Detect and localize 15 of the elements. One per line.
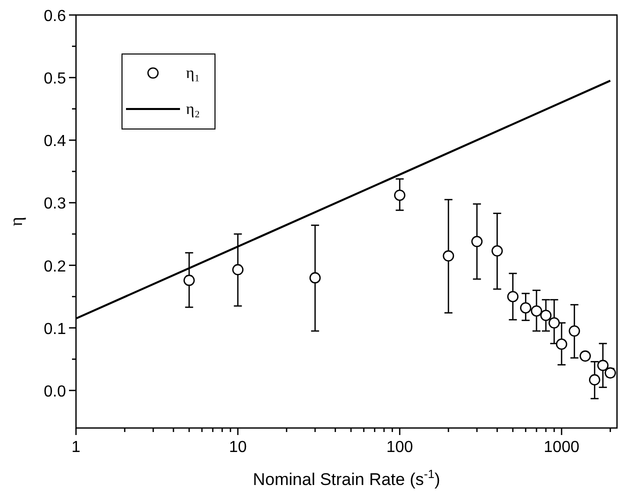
x-axis-title: Nominal Strain Rate (s$^{-1}$) — [252, 467, 440, 489]
y-tick-label: 0.3 — [44, 196, 66, 213]
y-tick-label: 0.0 — [44, 383, 66, 400]
y-tick-label: 0.6 — [44, 8, 66, 25]
y-tick-label: 0.2 — [44, 258, 66, 276]
y-tick-label: 0.5 — [44, 70, 66, 88]
y-axis-title: η — [6, 216, 26, 226]
x-tick-label: 1000 — [544, 439, 580, 456]
legend-label: η₂ — [186, 101, 200, 118]
x-tick-label: 100 — [386, 439, 414, 456]
x-tick-label: 10 — [228, 439, 247, 456]
y-tick-label: 0.1 — [44, 320, 66, 338]
y-tick-label: 0.4 — [44, 133, 66, 150]
x-tick-label: 1 — [72, 439, 81, 456]
legend-label: η₁ — [186, 65, 200, 82]
